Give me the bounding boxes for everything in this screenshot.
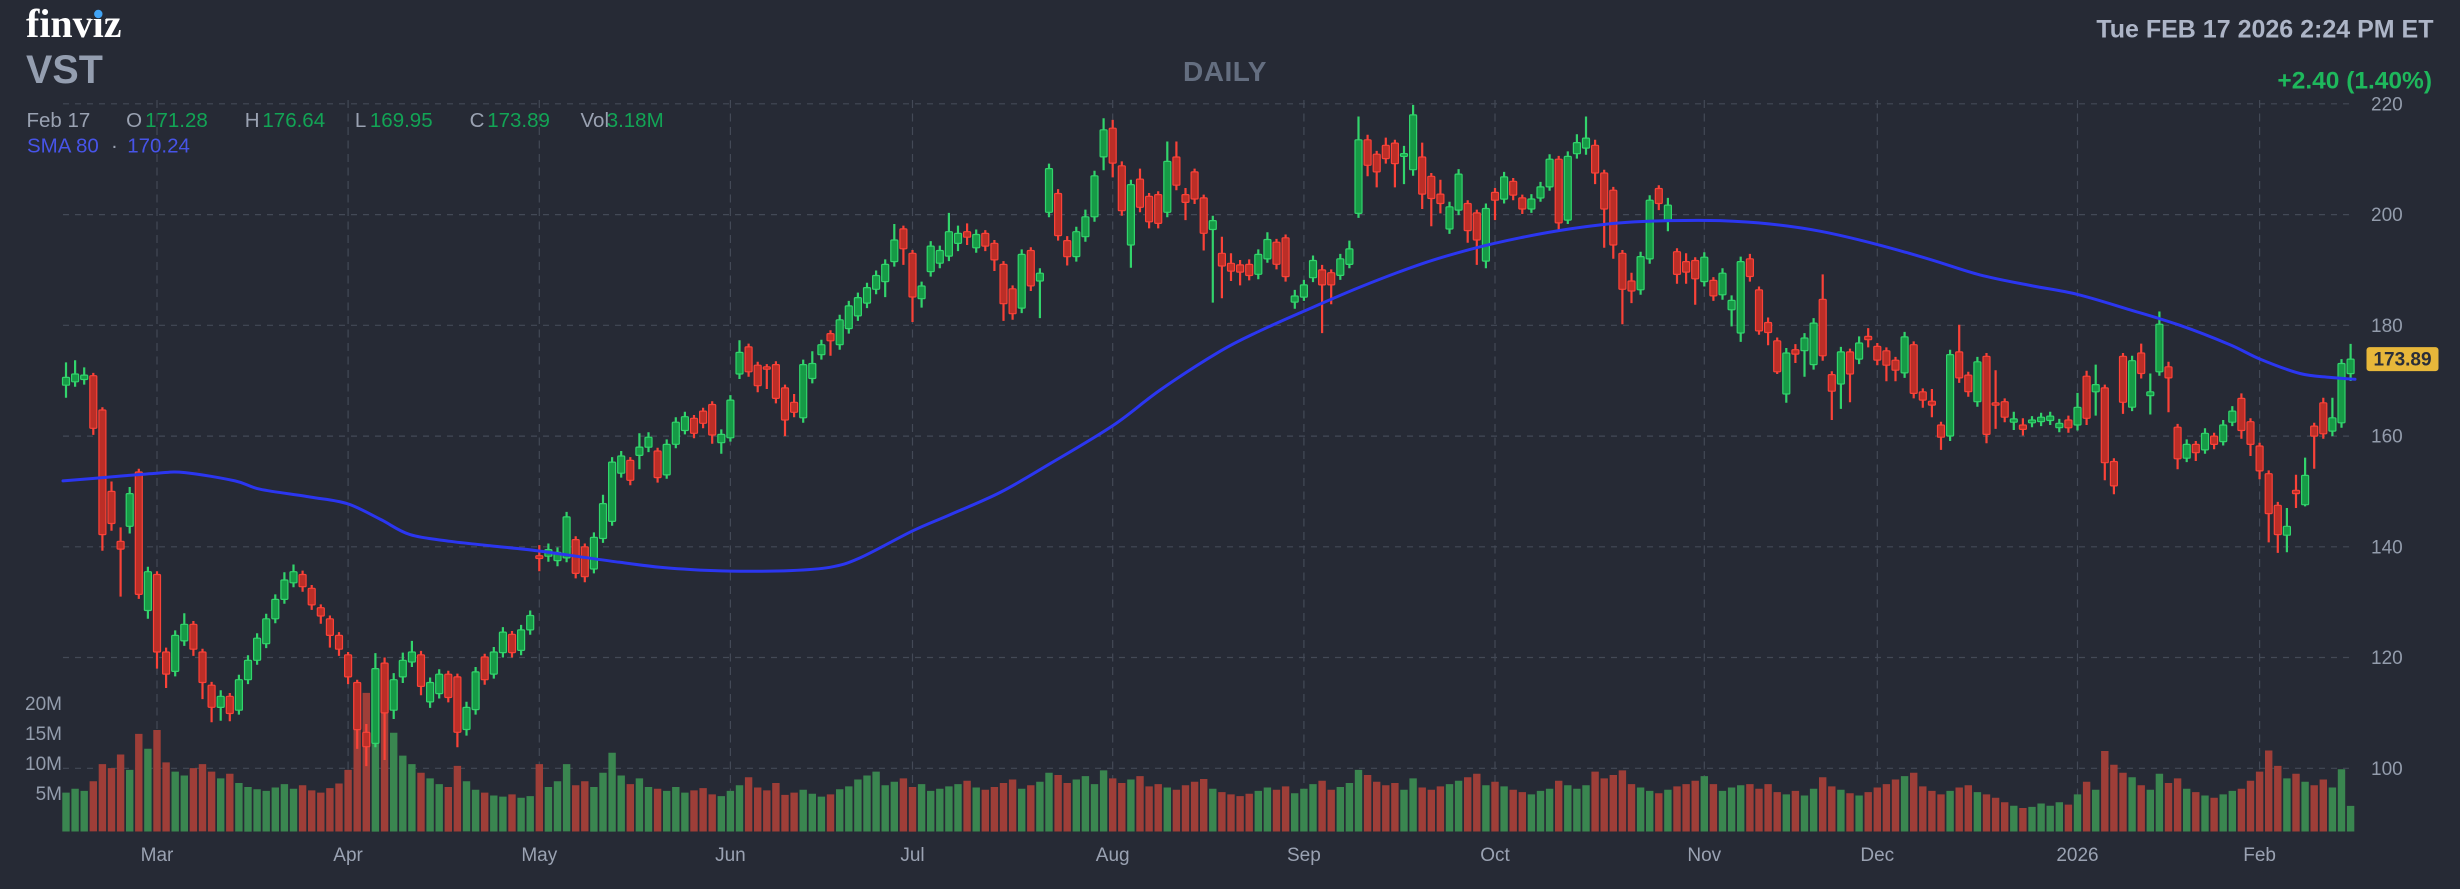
svg-text:173.89: 173.89 <box>487 109 550 132</box>
svg-text:171.28: 171.28 <box>145 109 208 132</box>
svg-text:VST: VST <box>26 48 103 92</box>
svg-text:169.95: 169.95 <box>370 109 433 132</box>
svg-text:C: C <box>470 109 485 132</box>
svg-text:Jun: Jun <box>715 845 746 866</box>
svg-text:170.24: 170.24 <box>127 135 190 158</box>
svg-text:Sep: Sep <box>1287 845 1321 866</box>
svg-text:SMA 80: SMA 80 <box>27 135 99 158</box>
svg-text:Nov: Nov <box>1687 845 1721 866</box>
svg-text:173.89: 173.89 <box>2373 350 2431 371</box>
svg-text:Oct: Oct <box>1480 845 1510 866</box>
svg-text:May: May <box>521 845 557 866</box>
svg-text:Dec: Dec <box>1860 845 1894 866</box>
svg-text:Vol: Vol <box>581 109 610 132</box>
svg-text:Feb: Feb <box>2243 845 2276 866</box>
svg-text:120: 120 <box>2371 648 2403 669</box>
svg-text:O: O <box>126 109 142 132</box>
svg-text:2026: 2026 <box>2056 845 2098 866</box>
svg-text:160: 160 <box>2371 427 2403 448</box>
svg-text:·: · <box>111 135 118 158</box>
svg-text:220: 220 <box>2371 94 2403 115</box>
svg-text:H: H <box>245 109 260 132</box>
svg-text:Aug: Aug <box>1096 845 1130 866</box>
svg-text:100: 100 <box>2371 759 2403 780</box>
svg-text:DAILY: DAILY <box>1183 56 1267 87</box>
svg-text:15M: 15M <box>25 724 62 745</box>
svg-text:+2.40 (1.40%): +2.40 (1.40%) <box>2277 67 2432 94</box>
svg-text:200: 200 <box>2371 205 2403 226</box>
svg-text:180: 180 <box>2371 316 2403 337</box>
svg-text:Apr: Apr <box>333 845 363 866</box>
svg-text:Feb 17: Feb 17 <box>27 109 91 132</box>
svg-text:5M: 5M <box>36 784 62 805</box>
svg-text:10M: 10M <box>25 754 62 775</box>
svg-text:Tue FEB 17 2026 2:24 PM ET: Tue FEB 17 2026 2:24 PM ET <box>2096 16 2433 44</box>
svg-text:20M: 20M <box>25 694 62 715</box>
svg-text:Mar: Mar <box>141 845 174 866</box>
svg-text:3.18M: 3.18M <box>607 109 664 132</box>
svg-text:Jul: Jul <box>900 845 924 866</box>
svg-text:140: 140 <box>2371 537 2403 558</box>
svg-text:176.64: 176.64 <box>262 109 325 132</box>
svg-text:finviz: finviz <box>26 1 122 46</box>
svg-text:L: L <box>355 109 366 132</box>
